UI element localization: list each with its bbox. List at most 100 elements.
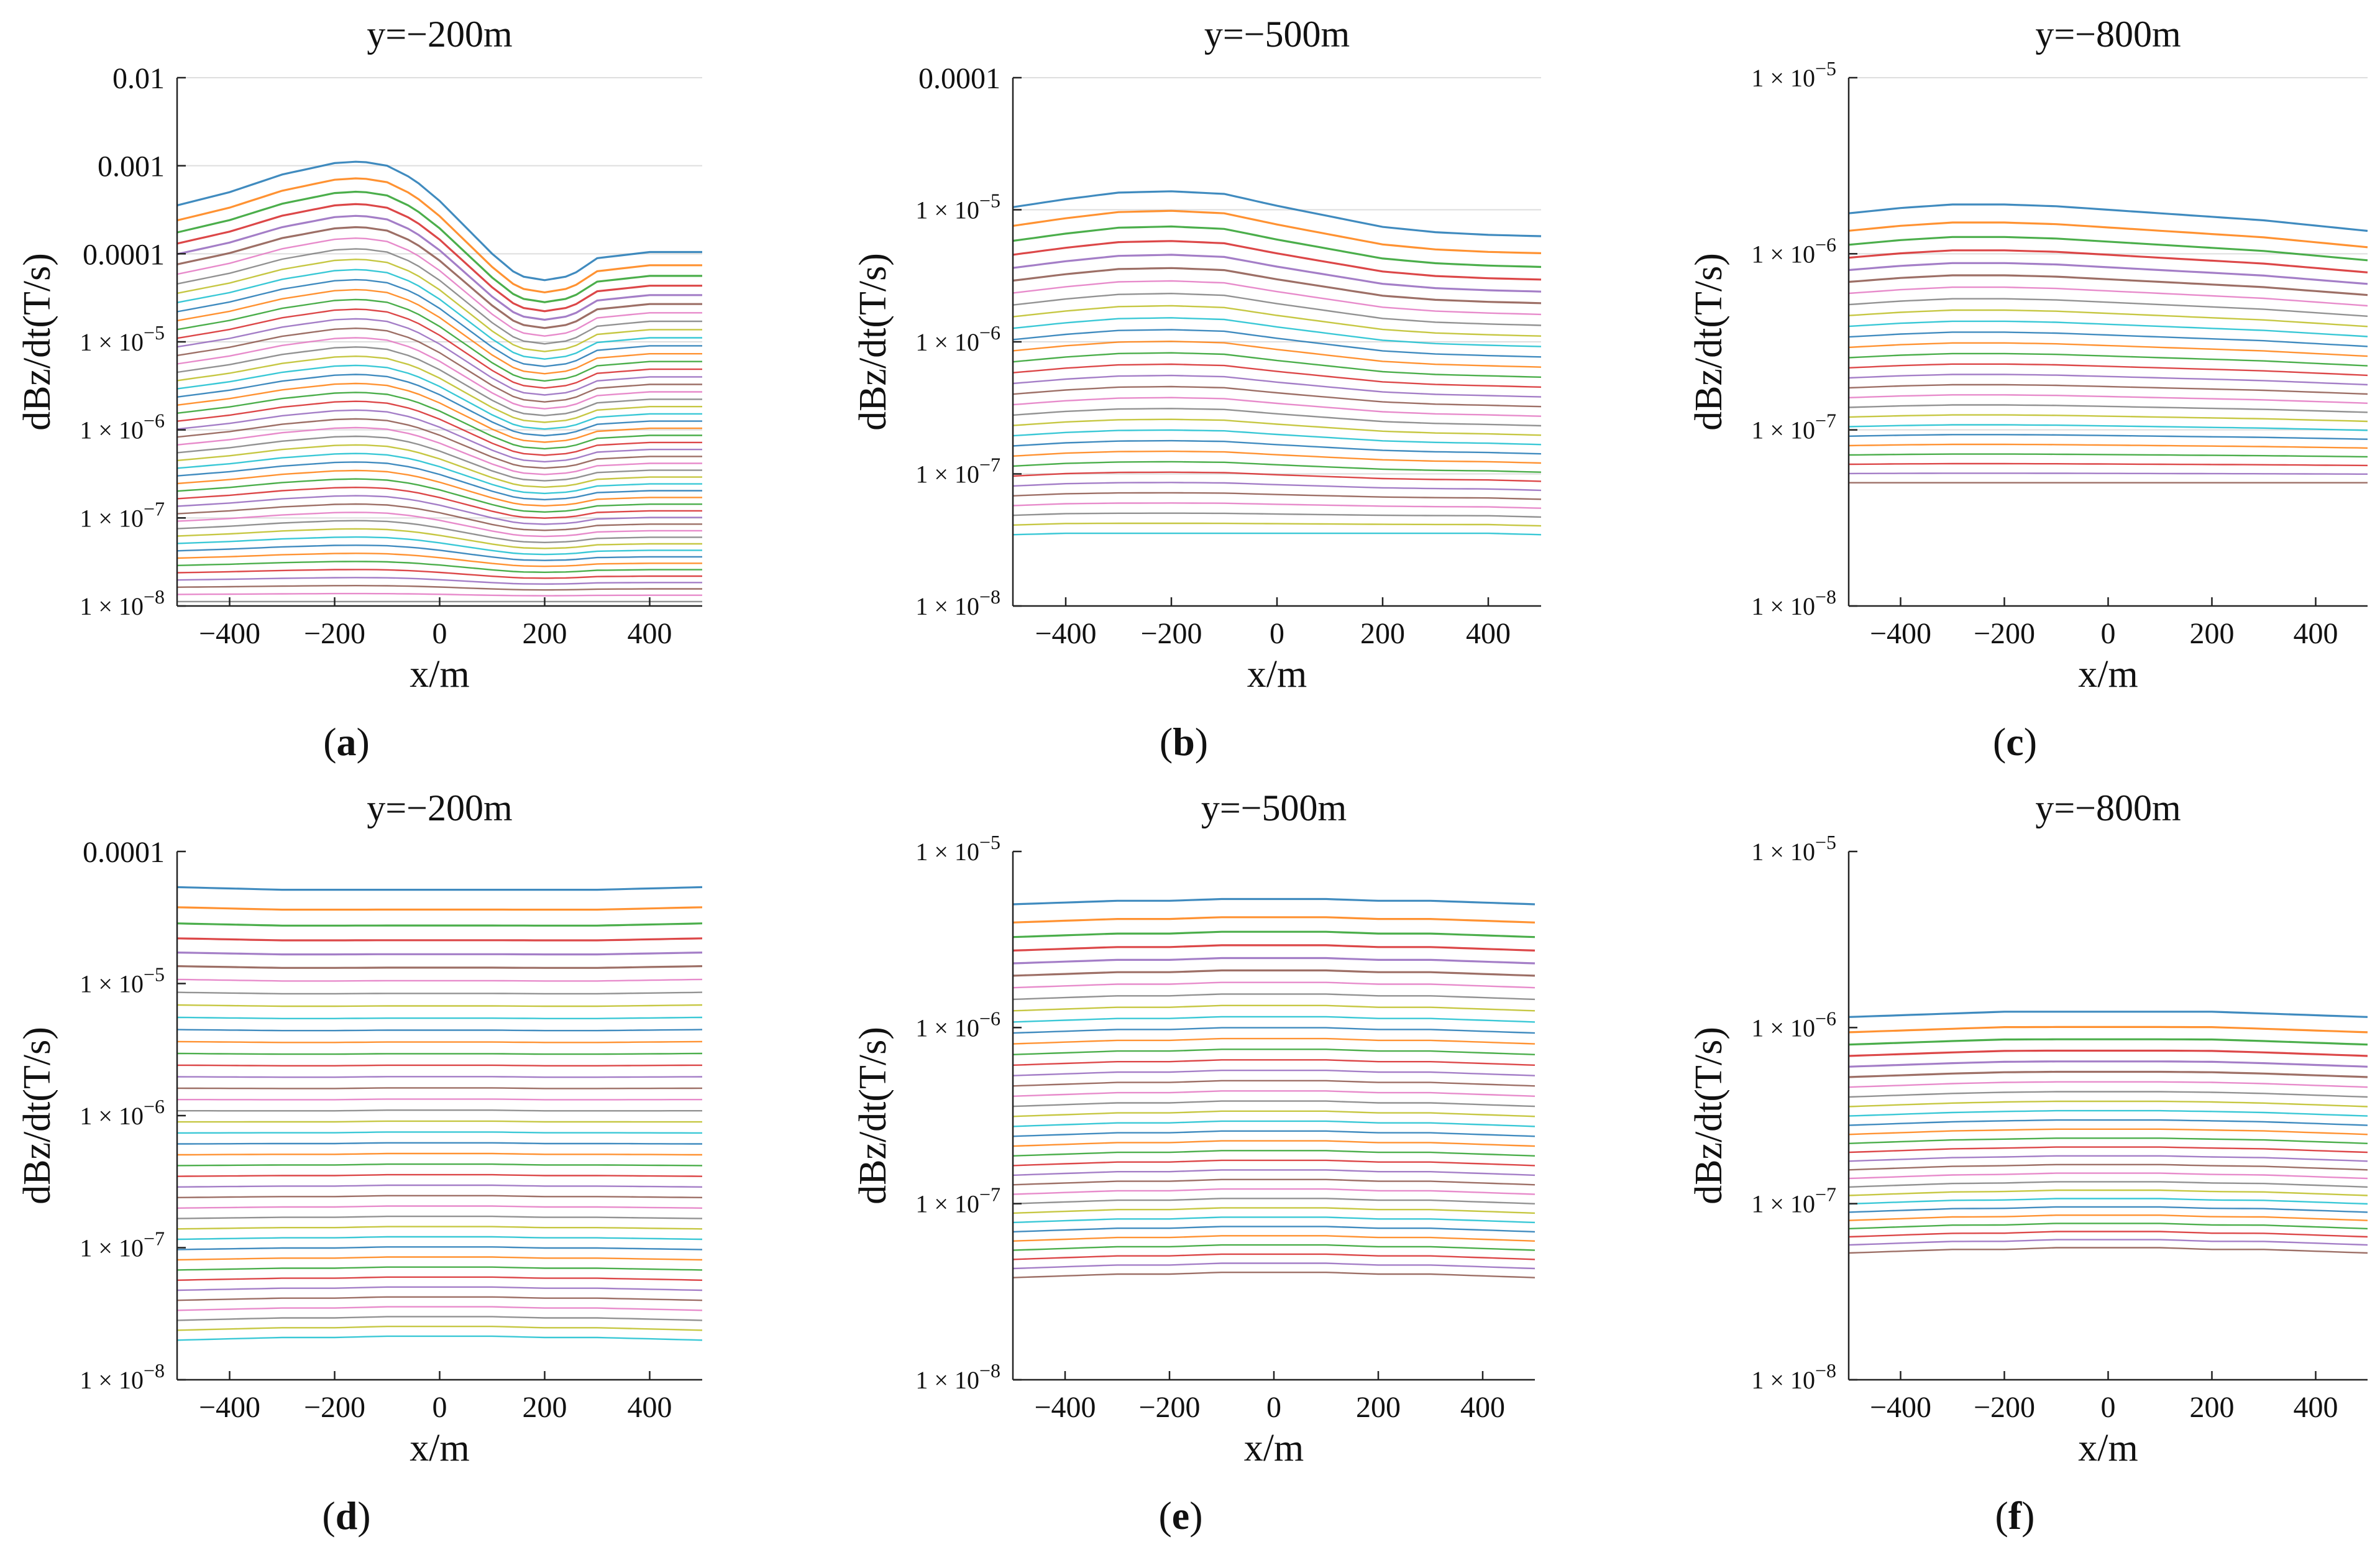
series-line [1012, 930, 1536, 938]
series-line [1012, 280, 1542, 316]
series-line [176, 886, 703, 891]
series-line [1848, 286, 2368, 307]
series-line [1012, 1048, 1536, 1055]
series-line [176, 503, 702, 531]
y-tick-exponent: −5 [979, 190, 1000, 212]
y-tick-exponent: −6 [144, 410, 165, 432]
series-line [1012, 374, 1542, 398]
series-line [176, 392, 702, 450]
series-line [1012, 1226, 1536, 1233]
series-line [176, 203, 702, 313]
series-line [1012, 532, 1542, 536]
y-tick-label: 1 × 10−7 [80, 1227, 165, 1262]
series-line [176, 190, 702, 303]
series-line [176, 937, 703, 942]
series-line [1012, 969, 1536, 977]
series-line [1848, 1181, 2368, 1188]
series-line [1012, 363, 1542, 388]
series-line [1012, 1253, 1536, 1260]
series-line [1012, 993, 1536, 1001]
y-tick-base: 1 × 10 [915, 1190, 979, 1218]
y-tick-label: 1 × 10−5 [915, 831, 1000, 866]
series-line [1012, 1244, 1536, 1251]
panel-letter: (b) [1160, 720, 1208, 764]
y-tick-exponent: −7 [979, 1183, 1000, 1206]
panel-letter: (a) [323, 720, 370, 764]
series-line [1012, 240, 1542, 281]
series-line [176, 400, 702, 456]
x-tick-label: −400 [199, 1391, 260, 1424]
series-line [1848, 383, 2368, 395]
x-tick-label: −400 [199, 617, 260, 650]
y-tick-label: 1 × 10−6 [1751, 233, 1836, 268]
y-tick-exponent: −6 [1815, 1007, 1836, 1029]
series-line [1012, 385, 1542, 408]
series-line [1012, 1188, 1536, 1195]
x-tick-label: 0 [1270, 617, 1284, 650]
x-tick-label: −400 [1870, 1391, 1931, 1424]
series-line [1848, 1128, 2368, 1136]
series-line [176, 452, 702, 495]
series-line [1848, 394, 2368, 404]
series-line [176, 1226, 703, 1230]
series-line [176, 237, 702, 337]
series-line [176, 520, 702, 544]
x-tick-label: 400 [2294, 617, 2338, 650]
y-tick-exponent: −8 [979, 585, 1000, 608]
y-tick-label: 1 × 10−5 [1751, 57, 1836, 92]
series-line [176, 308, 702, 389]
series-line [176, 346, 702, 416]
series-line [1848, 1100, 2368, 1108]
series-line [1012, 897, 1536, 906]
y-tick-base: 1 × 10 [915, 328, 979, 356]
y-tick-exponent: −7 [144, 497, 165, 520]
panel-letter-open: ( [1158, 1493, 1171, 1538]
series-line [176, 544, 702, 561]
panel-letter-close: ) [357, 720, 370, 764]
x-axis-label: x/m [1247, 653, 1307, 695]
x-tick-label: −200 [1974, 1391, 2035, 1424]
y-tick-exponent: −7 [1815, 410, 1836, 432]
y-tick-label: 0.001 [98, 150, 165, 183]
series-line [176, 577, 702, 585]
x-tick-label: 200 [1360, 617, 1405, 650]
y-tick-base: 1 × 10 [80, 504, 144, 532]
series-line [176, 1195, 703, 1198]
x-tick-label: 0 [2101, 1391, 2116, 1424]
series-line [1012, 209, 1542, 254]
series-line [176, 1205, 703, 1209]
x-tick-label: −200 [304, 1391, 365, 1424]
x-axis-label: x/m [2078, 1427, 2138, 1469]
series-line [1848, 1223, 2368, 1230]
series-line [1848, 414, 2368, 423]
y-tick-base: 1 × 10 [80, 970, 144, 998]
y-axis-label: dBz/dt(T/s) [852, 253, 894, 431]
y-tick-base: 1 × 10 [80, 592, 144, 620]
series-line [1012, 429, 1542, 446]
series-line [1848, 1081, 2368, 1088]
panel-letter: (c) [1993, 720, 2037, 764]
y-tick-label: 1 × 10−6 [80, 410, 165, 444]
y-tick-exponent: −6 [144, 1095, 165, 1117]
series-line [176, 1276, 703, 1281]
series-line [1012, 254, 1542, 293]
series-line [176, 1173, 703, 1177]
series-line [1012, 957, 1536, 965]
series-line [176, 327, 702, 403]
x-tick-label: 0 [2101, 617, 2116, 650]
panel-letter-open: ( [323, 720, 336, 764]
series-line [1848, 472, 2368, 475]
series-line [176, 1246, 703, 1250]
series-line [176, 259, 702, 352]
series-line [176, 561, 702, 574]
series-line [176, 1306, 703, 1311]
series-line [1012, 1198, 1536, 1204]
y-tick-label: 1 × 10−5 [915, 190, 1000, 224]
series-line [1848, 1163, 2368, 1171]
series-line [1012, 418, 1542, 436]
series-line [1848, 1214, 2368, 1221]
y-tick-exponent: −8 [1815, 585, 1836, 608]
